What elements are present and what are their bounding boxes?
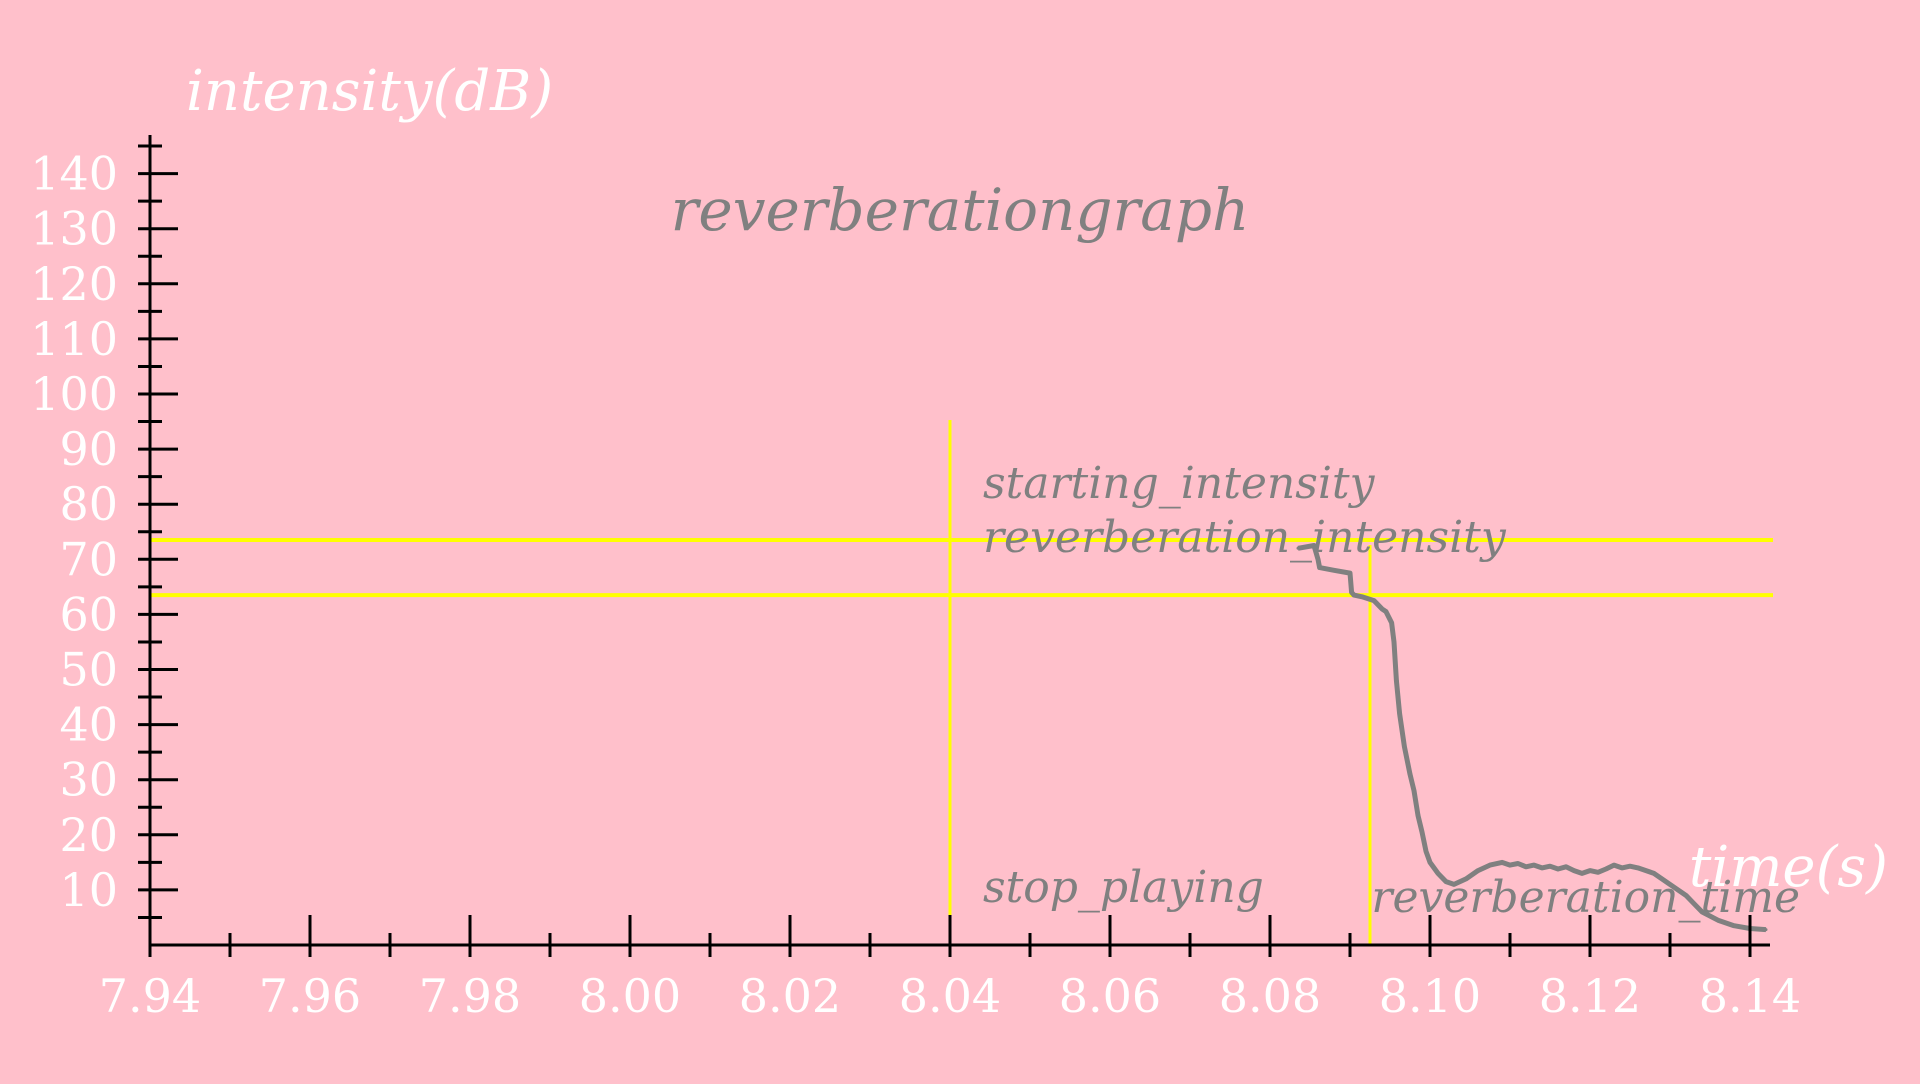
data-point	[1732, 924, 1736, 928]
y-tick-label: 100	[30, 367, 118, 421]
x-tick-label: 8.14	[1699, 969, 1801, 1023]
x-tick-label: 7.94	[99, 969, 201, 1023]
x-tick-label: 8.06	[1059, 969, 1161, 1023]
data-point	[1676, 888, 1680, 892]
data-point	[1524, 865, 1528, 869]
y-tick-label: 120	[30, 257, 118, 311]
data-point	[1716, 918, 1720, 922]
data-point	[1572, 869, 1576, 873]
data-point	[1516, 861, 1520, 865]
labels-layer: 7.94 7.96 7.98 8.00 8.02 8.04 8.06 8.08 8.10 8.12…	[30, 147, 1801, 1023]
x-tick-label: 8.02	[739, 969, 841, 1023]
data-point	[1476, 869, 1480, 873]
y-tick-label: 80	[59, 477, 118, 531]
data-point	[1452, 882, 1456, 886]
data-point	[1464, 877, 1468, 881]
y-tick-label: 110	[30, 312, 118, 366]
data-point	[1296, 546, 1300, 550]
data-point	[1636, 866, 1640, 870]
annotation-reverberation-time: reverberation_time	[1371, 872, 1800, 923]
data-point	[1312, 544, 1316, 548]
data-point	[1348, 571, 1352, 575]
x-tick-label: 8.10	[1379, 969, 1481, 1023]
data-point	[1352, 593, 1356, 597]
reference-lines	[150, 420, 1773, 945]
y-tick-label: 40	[59, 698, 118, 752]
data-point	[1360, 595, 1364, 599]
data-point	[1660, 877, 1664, 881]
chart-title: reverberationgraph	[671, 176, 1250, 244]
data-point	[1684, 893, 1688, 897]
data-point	[1392, 640, 1396, 644]
data-point	[1652, 871, 1656, 875]
annotation-stop-playing: stop_playing	[983, 862, 1264, 913]
data-point	[1532, 863, 1536, 867]
data-point	[1564, 865, 1568, 869]
data-point	[1420, 830, 1424, 834]
data-point	[1416, 814, 1420, 818]
data-point	[1500, 860, 1504, 864]
axes-layer	[138, 135, 1770, 957]
annotation-reverberation-intensity: reverberation_intensity	[983, 512, 1507, 563]
y-tick-label: 30	[59, 753, 118, 807]
y-tick-label: 140	[30, 147, 118, 201]
data-point	[1424, 849, 1428, 853]
y-tick-label: 20	[59, 808, 118, 862]
data-point	[1318, 566, 1322, 570]
data-point	[1394, 679, 1398, 683]
y-tick-label: 60	[59, 587, 118, 641]
x-axis-label: time(s)	[1689, 835, 1888, 900]
data-point	[1508, 863, 1512, 867]
x-tick-label: 7.96	[259, 969, 361, 1023]
x-tick-label: 8.04	[899, 969, 1001, 1023]
data-point	[1380, 607, 1384, 611]
data-point	[1412, 789, 1416, 793]
y-tick-label: 10	[59, 863, 118, 917]
data-point	[1612, 863, 1616, 867]
data-point	[1692, 902, 1696, 906]
x-tick-label: 8.12	[1539, 969, 1641, 1023]
data-point	[1556, 867, 1560, 871]
data-point	[1548, 864, 1552, 868]
y-tick-label: 90	[59, 422, 118, 476]
x-tick-label: 8.00	[579, 969, 681, 1023]
data-point	[1408, 772, 1412, 776]
annotation-starting-intensity: starting_intensity	[983, 458, 1376, 509]
data-point	[1644, 869, 1648, 873]
y-axis-label: intensity(dB)	[186, 59, 553, 124]
data-point	[1350, 590, 1354, 594]
data-point	[1628, 864, 1632, 868]
data-point	[1428, 860, 1432, 864]
data-point	[1700, 910, 1704, 914]
x-tick-label: 8.08	[1219, 969, 1321, 1023]
data-point	[1390, 621, 1394, 625]
data-point	[1668, 882, 1672, 886]
y-tick-label: 50	[59, 643, 118, 697]
data-point	[1764, 928, 1768, 932]
data-point	[1588, 869, 1592, 873]
data-point	[1580, 871, 1584, 875]
y-tick-label: 70	[59, 532, 118, 586]
data-point	[1316, 557, 1320, 561]
data-point	[1540, 866, 1544, 870]
data-point	[1402, 745, 1406, 749]
x-tick-label: 7.98	[419, 969, 521, 1023]
data-point	[1620, 866, 1624, 870]
data-point	[1372, 599, 1376, 603]
data-point	[1604, 867, 1608, 871]
data-point	[1488, 863, 1492, 867]
data-point	[1398, 712, 1402, 716]
data-point	[1384, 610, 1388, 614]
data-point	[1444, 880, 1448, 884]
data-point	[1436, 871, 1440, 875]
y-tick-label: 130	[30, 202, 118, 256]
data-point	[1596, 870, 1600, 874]
data-point	[1332, 568, 1336, 572]
